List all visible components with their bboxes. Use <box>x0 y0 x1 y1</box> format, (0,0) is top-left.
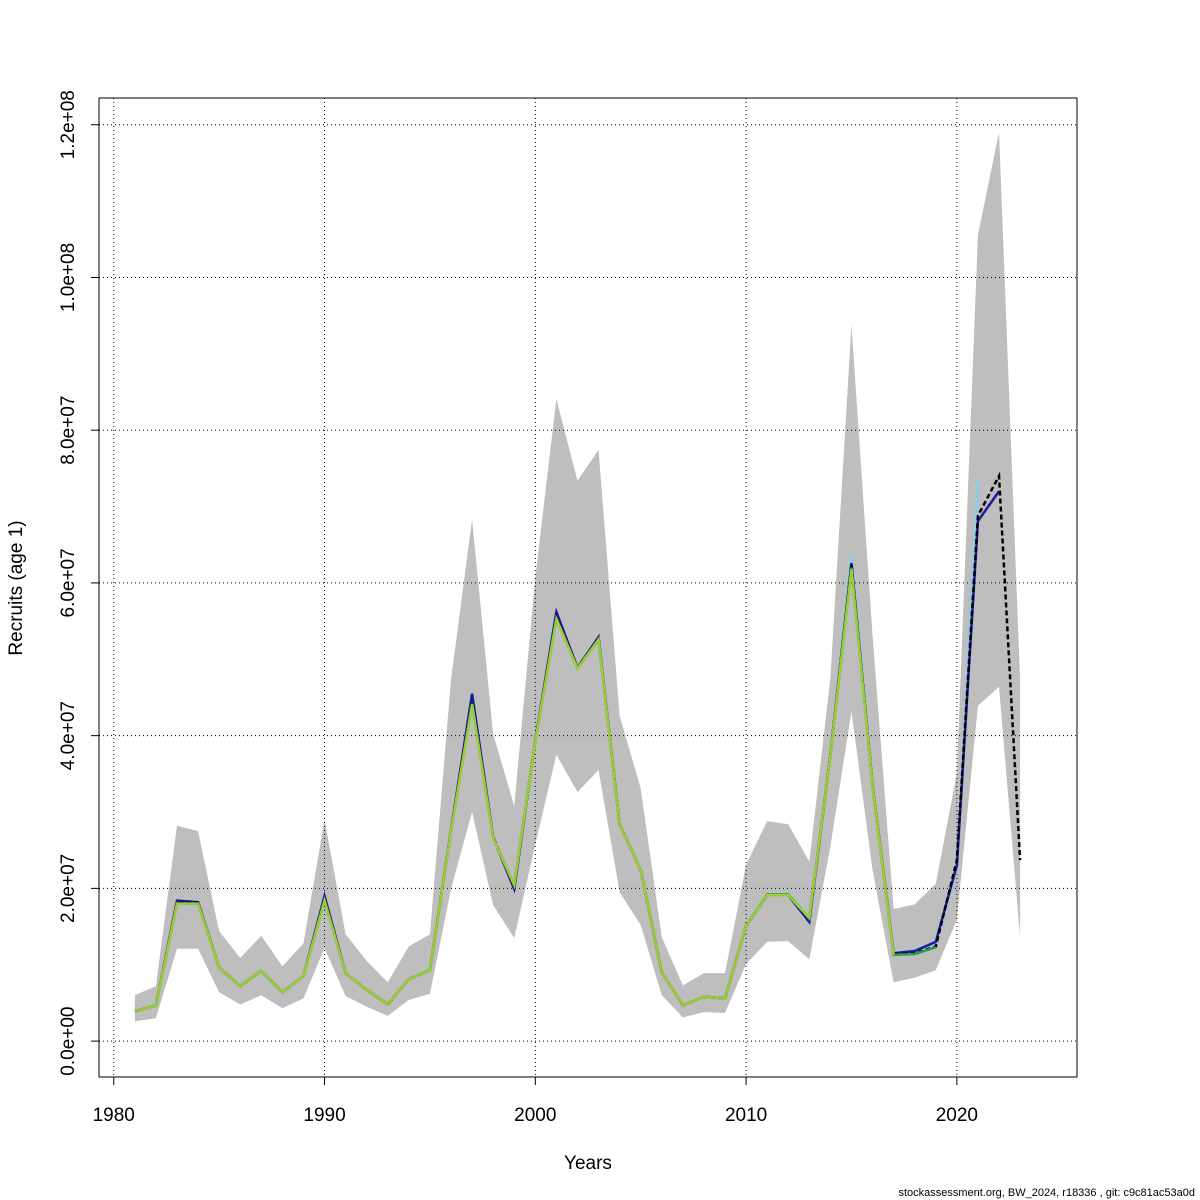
series-line <box>134 569 895 1013</box>
x-axis-title: Years <box>564 1153 612 1174</box>
x-tick-label: 2010 <box>725 1105 767 1126</box>
y-axis-title: Recruits (age 1) <box>6 520 27 655</box>
y-tick-label: 2.0e+07 <box>58 854 79 923</box>
y-tick-label: 0.0e+00 <box>58 1006 79 1075</box>
x-tick-label: 2000 <box>514 1105 556 1126</box>
y-tick-label: 4.0e+07 <box>58 701 79 770</box>
y-tick-label: 8.0e+07 <box>58 396 79 465</box>
y-tick-label: 1.2e+08 <box>58 90 79 159</box>
confidence-band <box>134 132 1021 1022</box>
x-tick-label: 1990 <box>303 1105 345 1126</box>
plot-frame <box>98 97 1078 1078</box>
y-tick-label: 6.0e+07 <box>58 548 79 617</box>
x-tick-label: 1980 <box>93 1105 135 1126</box>
x-tick-label: 2020 <box>936 1105 978 1126</box>
footer: stockassessment.org, BW_2024, r18336 , g… <box>898 1187 1195 1199</box>
y-tick-label: 1.0e+08 <box>58 243 79 312</box>
